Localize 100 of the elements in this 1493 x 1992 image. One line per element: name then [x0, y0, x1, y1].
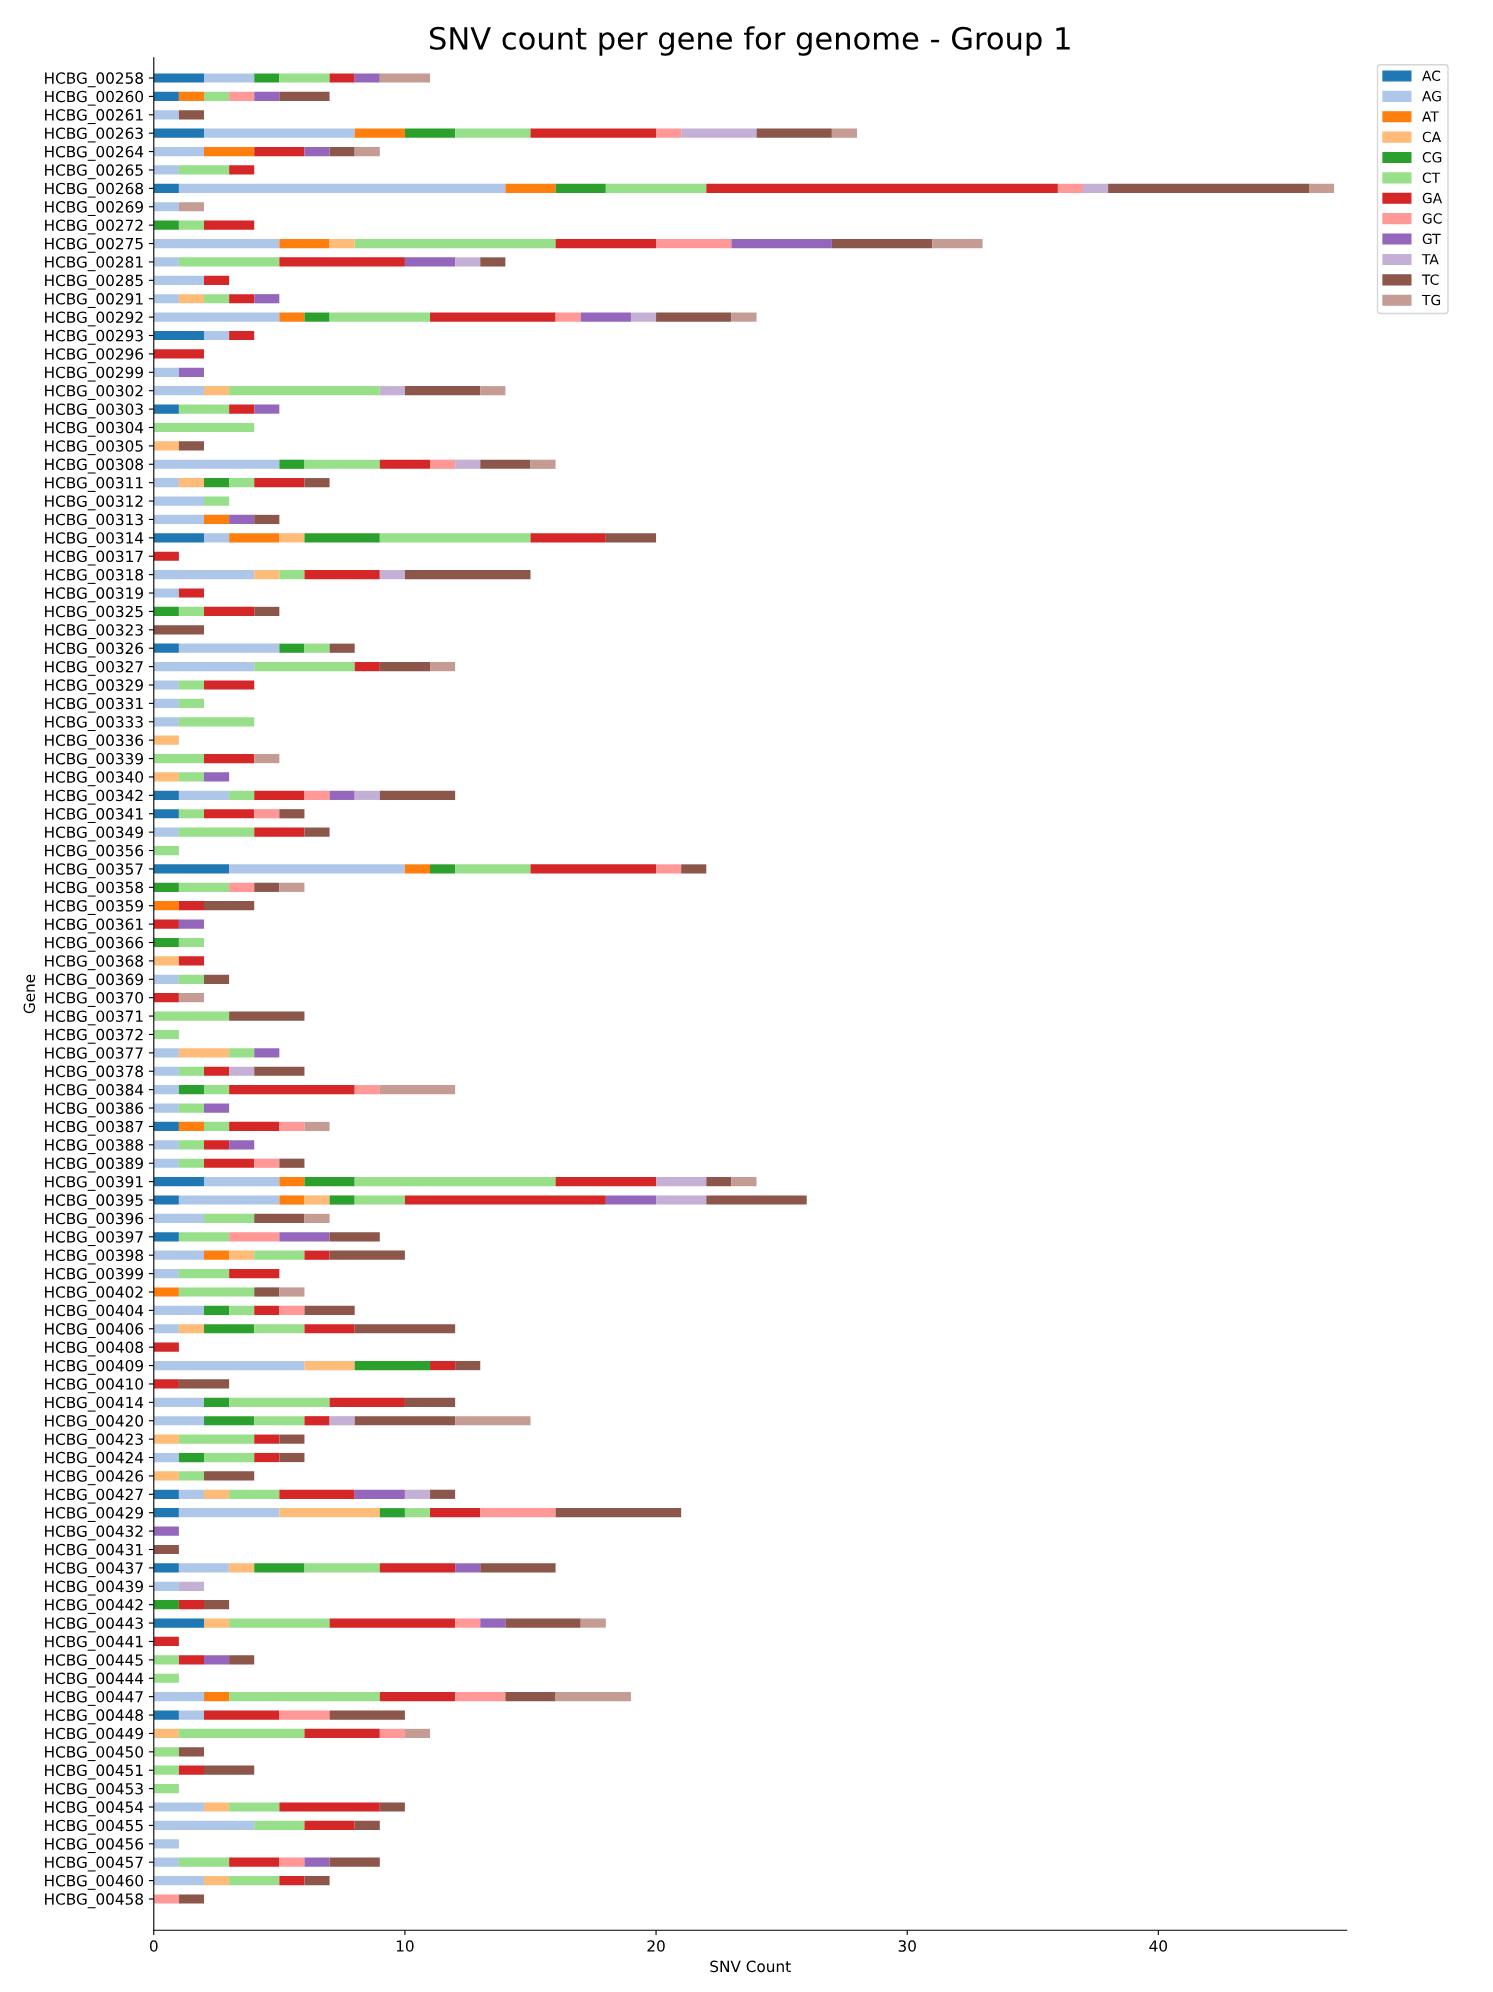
bar	[354, 1177, 556, 1187]
bar	[178, 1121, 205, 1132]
y-tick-label: HCBG_00414	[45, 1396, 144, 1412]
bar	[153, 386, 205, 396]
legend-label: AC	[1422, 70, 1441, 82]
bar	[329, 643, 355, 653]
bar	[204, 1489, 230, 1499]
bar	[178, 680, 205, 690]
bar	[153, 533, 205, 543]
bar	[304, 1250, 330, 1260]
bar	[404, 570, 531, 580]
bar	[153, 717, 179, 727]
bar	[229, 294, 255, 304]
bar	[254, 790, 305, 800]
bar	[379, 533, 531, 543]
bar	[1108, 183, 1310, 193]
y-tick-label: HCBG_00429	[45, 1507, 143, 1522]
bar	[204, 974, 230, 984]
y-tick-label: HCBG_00389	[45, 1157, 143, 1173]
y-tick-label: HCBG_00402	[45, 1286, 143, 1302]
bar	[279, 809, 305, 819]
y-tick-label: HCBG_00378	[45, 1065, 144, 1081]
y-tick-label: HCBG_00325	[45, 605, 143, 621]
bar	[204, 1397, 230, 1407]
bar	[731, 312, 757, 322]
bar	[204, 1802, 230, 1812]
y-tick-label: HCBG_00261	[45, 109, 143, 125]
bar	[153, 882, 179, 892]
bar	[178, 974, 205, 984]
bar	[178, 1452, 205, 1463]
legend-label: CG	[1422, 152, 1442, 163]
y-tick-label: HCBG_00293	[45, 329, 143, 345]
y-tick-label: HCBG_00319	[45, 587, 143, 603]
y-tick-label: HCBG_00311	[45, 476, 143, 492]
bar	[279, 643, 305, 653]
bar	[153, 901, 179, 911]
bar	[229, 330, 255, 341]
bar	[178, 1287, 255, 1297]
y-tick-label: HCBG_00455	[45, 1819, 143, 1835]
bar	[254, 827, 305, 837]
bar	[329, 790, 355, 800]
bar	[153, 220, 179, 230]
y-tick-label: HCBG_00370	[45, 992, 144, 1007]
bar	[153, 1268, 179, 1279]
bar	[254, 1250, 305, 1260]
bar	[153, 588, 179, 598]
bar	[580, 1618, 606, 1628]
bar	[279, 1158, 305, 1168]
bar	[254, 753, 280, 764]
bar	[304, 570, 380, 580]
bar	[178, 441, 205, 451]
bar	[204, 1471, 255, 1481]
bar	[153, 514, 205, 525]
bar	[153, 1875, 205, 1886]
bar	[279, 1452, 305, 1463]
bar	[229, 386, 380, 396]
bar	[656, 1177, 707, 1187]
y-tick-label: HCBG_00458	[45, 1893, 144, 1909]
bar	[153, 1305, 205, 1315]
legend-label: TA	[1421, 254, 1439, 265]
y-tick-label: HCBG_00359	[45, 900, 143, 915]
y-tick-label: HCBG_00369	[45, 973, 143, 989]
bar	[204, 1692, 230, 1702]
bar	[229, 1232, 280, 1242]
bar	[178, 1232, 230, 1242]
y-tick-label: HCBG_00333	[45, 716, 143, 732]
bar	[178, 901, 205, 911]
bar	[555, 312, 581, 322]
bar	[329, 1232, 380, 1242]
bar	[178, 643, 280, 653]
y-tick-label: HCBG_00427	[45, 1488, 143, 1504]
bar	[1057, 183, 1083, 193]
bar	[204, 386, 230, 396]
y-tick-label: HCBG_00456	[45, 1838, 144, 1854]
y-tick-label: HCBG_00447	[45, 1690, 143, 1706]
bar	[153, 827, 179, 837]
y-tick-label: HCBG_00269	[45, 201, 143, 217]
bar	[178, 1048, 230, 1058]
bar	[831, 128, 857, 138]
bar	[279, 1710, 330, 1720]
bar	[580, 312, 631, 322]
bar	[153, 496, 205, 506]
y-tick-label: HCBG_00368	[45, 955, 144, 971]
bar	[279, 1802, 380, 1812]
bar	[1082, 183, 1109, 193]
bar	[204, 1085, 230, 1095]
y-tick-label: HCBG_00275	[45, 237, 143, 253]
bar	[555, 1508, 682, 1518]
bar	[178, 1066, 205, 1076]
bar	[178, 1140, 205, 1150]
bar	[304, 1857, 330, 1867]
bar	[153, 974, 179, 984]
bar	[329, 1397, 405, 1407]
bar	[178, 1158, 205, 1168]
bar	[178, 165, 230, 175]
bar	[153, 1416, 205, 1426]
bar	[178, 1894, 205, 1904]
y-tick-label: HCBG_00317	[45, 550, 143, 566]
bar	[480, 1563, 556, 1573]
bar	[153, 1195, 179, 1205]
